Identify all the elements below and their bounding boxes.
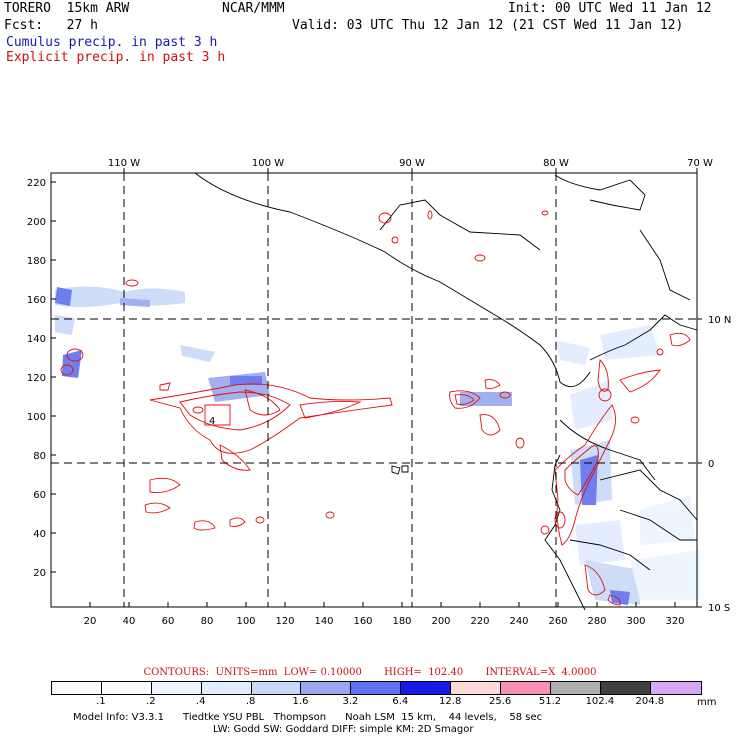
x-tick-label: 240 bbox=[509, 616, 528, 627]
axis-ticks bbox=[51, 168, 702, 608]
color-scale-swatch bbox=[151, 682, 202, 694]
color-scale-label: 51.2 bbox=[538, 696, 562, 707]
x-tick-label: 200 bbox=[431, 616, 450, 627]
color-scale-swatch bbox=[550, 682, 601, 694]
x-tick-label: 40 bbox=[123, 616, 136, 627]
color-scale-swatch bbox=[501, 682, 551, 694]
coastlines bbox=[194, 172, 698, 611]
color-scale-label: 6.4 bbox=[392, 696, 409, 707]
x-tick-label: 180 bbox=[392, 616, 411, 627]
x-tick-label: 280 bbox=[587, 616, 606, 627]
color-scale-label: .8 bbox=[245, 696, 256, 707]
lat-label: 10 S bbox=[708, 603, 730, 614]
color-scale-swatch bbox=[650, 682, 701, 694]
lon-label: 100 W bbox=[252, 158, 284, 169]
valid-time: Valid: 03 UTC Thu 12 Jan 12 (21 CST Wed … bbox=[292, 18, 684, 33]
contour-value-label: 4 bbox=[209, 416, 215, 427]
color-scale-label: 102.4 bbox=[585, 696, 615, 707]
color-scale-swatch bbox=[600, 682, 651, 694]
init-time: Init: 00 UTC Wed 11 Jan 12 bbox=[508, 1, 712, 16]
color-scale-swatch bbox=[401, 682, 452, 694]
y-tick-label: 80 bbox=[33, 451, 46, 462]
color-scale-swatch bbox=[52, 682, 102, 694]
y-tick-label: 160 bbox=[27, 295, 46, 306]
color-scale-swatch bbox=[451, 682, 502, 694]
color-scale-label: 12.8 bbox=[439, 696, 462, 707]
y-tick-label: 40 bbox=[33, 529, 46, 540]
y-tick-label: 60 bbox=[33, 490, 46, 501]
x-tick-label: 60 bbox=[162, 616, 175, 627]
y-tick-label: 220 bbox=[27, 178, 46, 189]
lon-label: 110 W bbox=[108, 158, 140, 169]
y-tick-label: 120 bbox=[27, 373, 46, 384]
color-scale-swatch bbox=[251, 682, 302, 694]
cumulus-legend: Cumulus precip. in past 3 h bbox=[6, 35, 218, 50]
x-tick-label: 160 bbox=[353, 616, 372, 627]
model-info-line-1: Model Info: V3.3.1 Tiedtke YSU PBL Thomp… bbox=[73, 712, 543, 723]
lon-label: 90 W bbox=[399, 158, 425, 169]
color-scale-swatch bbox=[351, 682, 402, 694]
x-tick-label: 320 bbox=[665, 616, 684, 627]
cumulus-precip-shading bbox=[55, 286, 700, 605]
color-scale-swatch bbox=[101, 682, 152, 694]
color-scale-label: .2 bbox=[146, 696, 156, 707]
color-scale-label: .1 bbox=[96, 696, 106, 707]
color-scale-label: 3.2 bbox=[342, 696, 359, 707]
y-tick-label: 200 bbox=[27, 217, 46, 228]
x-tick-label: 80 bbox=[201, 616, 214, 627]
model-title: TORERO 15km ARW bbox=[4, 1, 130, 16]
color-scale-swatch bbox=[301, 682, 352, 694]
contours-info: CONTOURS: UNITS=mm LOW= 0.10000 HIGH= 10… bbox=[143, 667, 597, 678]
lon-label: 70 W bbox=[687, 158, 713, 169]
explicit-legend: Explicit precip. in past 3 h bbox=[6, 50, 226, 65]
color-scale-label: 25.6 bbox=[488, 696, 512, 707]
model-info-line-2: LW: Godd SW: Goddard DIFF: simple KM: 2D… bbox=[213, 724, 474, 735]
x-tick-label: 220 bbox=[470, 616, 489, 627]
y-tick-label: 100 bbox=[27, 412, 46, 423]
x-tick-label: 260 bbox=[548, 616, 567, 627]
y-tick-label: 20 bbox=[33, 568, 46, 579]
x-tick-label: 20 bbox=[84, 616, 97, 627]
x-tick-label: 140 bbox=[314, 616, 333, 627]
color-scale-label: 1.6 bbox=[292, 696, 309, 707]
lat-label: 0 bbox=[708, 459, 714, 470]
color-scale-bar bbox=[51, 681, 702, 695]
x-tick-label: 100 bbox=[236, 616, 255, 627]
x-tick-label: 120 bbox=[275, 616, 294, 627]
scale-unit: mm bbox=[697, 697, 717, 708]
lat-label: 10 N bbox=[708, 315, 731, 326]
map-frame bbox=[50, 172, 698, 608]
color-scale-label: 204.8 bbox=[635, 696, 665, 707]
x-tick-label: 300 bbox=[626, 616, 645, 627]
color-scale-swatch bbox=[201, 682, 252, 694]
organization: NCAR/MMM bbox=[222, 1, 285, 16]
lat-lon-grid bbox=[51, 173, 697, 607]
lon-label: 80 W bbox=[543, 158, 569, 169]
color-scale-label: .4 bbox=[195, 696, 206, 707]
y-tick-label: 140 bbox=[27, 334, 46, 345]
y-tick-label: 180 bbox=[27, 256, 46, 267]
forecast-hour: Fcst: 27 h bbox=[4, 18, 98, 33]
